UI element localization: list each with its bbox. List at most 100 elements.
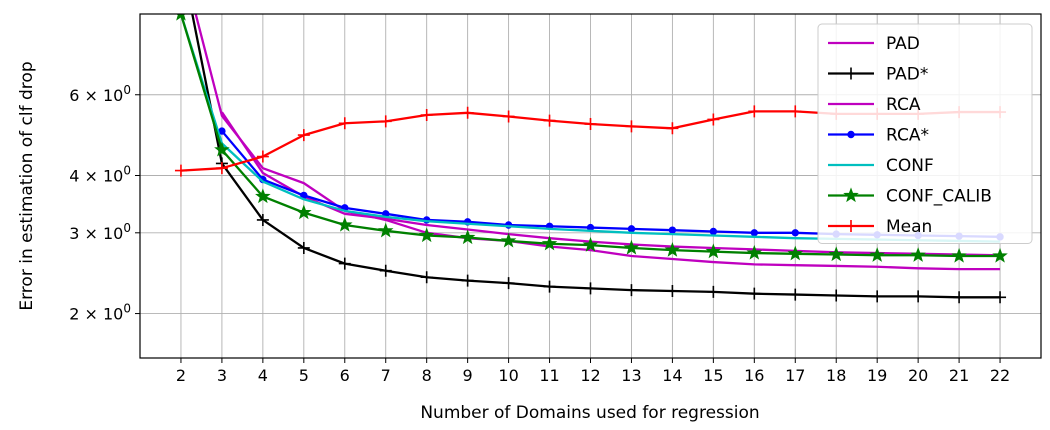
data-point bbox=[847, 130, 855, 139]
data-point bbox=[543, 114, 556, 127]
y-axis-label: Error in estimation of clf drop bbox=[17, 61, 37, 310]
data-point bbox=[843, 187, 859, 203]
data-point bbox=[910, 247, 926, 262]
data-point bbox=[666, 122, 679, 135]
data-point bbox=[459, 229, 476, 245]
data-point bbox=[750, 229, 759, 237]
x-tick-label: 19 bbox=[867, 366, 887, 385]
legend-label: CONF bbox=[886, 156, 934, 176]
x-tick-label: 12 bbox=[580, 366, 600, 385]
data-point bbox=[668, 226, 677, 234]
data-point bbox=[746, 244, 763, 260]
data-point bbox=[707, 285, 720, 298]
x-tick-label: 11 bbox=[539, 366, 559, 385]
data-point bbox=[625, 120, 638, 133]
data-point bbox=[709, 227, 718, 236]
legend-label: RCA* bbox=[886, 126, 929, 146]
data-point bbox=[664, 241, 681, 257]
data-point bbox=[627, 225, 636, 233]
data-point bbox=[791, 229, 799, 237]
x-tick-label: 4 bbox=[258, 366, 268, 385]
x-tick-label: 13 bbox=[621, 366, 641, 385]
y-tick-label: 6 × 100 bbox=[69, 83, 131, 105]
data-point bbox=[584, 282, 597, 295]
legend-label: PAD bbox=[886, 34, 920, 54]
legend-label: CONF_CALIB bbox=[886, 187, 992, 207]
legend-item: PAD* bbox=[828, 65, 928, 85]
data-point bbox=[992, 247, 1008, 263]
x-tick-label: 14 bbox=[662, 366, 682, 385]
legend-item: RCA* bbox=[828, 126, 929, 146]
legend-item: CONF_CALIB bbox=[828, 187, 992, 207]
data-point bbox=[256, 213, 269, 226]
y-axis-ticks: 2 × 100 3 × 100 4 × 100 6 × 100 bbox=[69, 83, 140, 324]
data-point bbox=[297, 129, 310, 142]
x-tick-label: 17 bbox=[785, 366, 805, 385]
x-axis-ticks: 2 3 4 5 6 7 8 9 10 11 12 13 14 15 16 17 18 19 20 21 22 bbox=[176, 358, 1010, 385]
x-tick-label: 5 bbox=[299, 366, 309, 385]
data-point bbox=[377, 222, 394, 238]
x-tick-label: 3 bbox=[217, 366, 227, 385]
data-point bbox=[338, 117, 351, 130]
x-tick-label: 15 bbox=[703, 366, 723, 385]
legend-label: RCA bbox=[886, 95, 921, 115]
legend-label: Mean bbox=[886, 217, 932, 237]
x-tick-label: 18 bbox=[826, 366, 846, 385]
data-point bbox=[705, 243, 722, 259]
data-point bbox=[461, 274, 474, 287]
data-point bbox=[707, 113, 720, 126]
data-point bbox=[541, 235, 558, 251]
x-axis-label: Number of Domains used for regression bbox=[420, 403, 759, 423]
data-point bbox=[994, 291, 1007, 304]
data-point bbox=[296, 204, 312, 220]
data-point bbox=[338, 257, 351, 270]
data-point bbox=[174, 164, 187, 177]
data-point bbox=[845, 67, 857, 80]
data-point bbox=[543, 280, 556, 293]
data-point bbox=[256, 150, 269, 163]
x-tick-label: 10 bbox=[498, 366, 518, 385]
data-point bbox=[214, 141, 230, 157]
data-point bbox=[787, 245, 804, 261]
data-point bbox=[789, 288, 802, 301]
y-tick-label: 2 × 100 bbox=[69, 302, 131, 324]
data-point bbox=[789, 105, 802, 118]
legend-item: Mean bbox=[828, 217, 932, 237]
legend-label: PAD* bbox=[886, 65, 928, 85]
legend: PAD PAD* RCA RCA* CONF CONF_CALIB Mean bbox=[817, 23, 1033, 244]
data-point bbox=[297, 241, 310, 254]
data-point bbox=[830, 289, 843, 302]
data-point bbox=[912, 290, 925, 303]
legend-item: PAD bbox=[828, 34, 920, 54]
data-point bbox=[379, 115, 392, 128]
data-point bbox=[869, 247, 885, 262]
data-point bbox=[215, 162, 228, 175]
data-point bbox=[748, 105, 761, 118]
series-pad bbox=[194, 14, 1001, 271]
series-line bbox=[194, 14, 1001, 271]
series-pad- bbox=[191, 14, 1007, 304]
data-point bbox=[337, 216, 353, 232]
legend-item: CONF bbox=[828, 156, 934, 176]
x-tick-label: 21 bbox=[949, 366, 969, 385]
data-point bbox=[418, 227, 435, 243]
data-point bbox=[828, 246, 844, 262]
x-tick-label: 16 bbox=[744, 366, 764, 385]
data-point bbox=[502, 110, 515, 123]
data-point bbox=[500, 232, 517, 248]
y-tick-label: 4 × 100 bbox=[69, 164, 131, 186]
data-point bbox=[623, 239, 640, 255]
data-point bbox=[461, 106, 474, 119]
data-point bbox=[584, 118, 597, 131]
data-point bbox=[176, 14, 186, 21]
data-point bbox=[666, 284, 679, 297]
data-point bbox=[845, 220, 857, 232]
y-tick-label: 3 × 100 bbox=[69, 221, 131, 243]
data-point bbox=[255, 188, 271, 204]
series-conf-calib bbox=[176, 14, 1008, 263]
data-point bbox=[420, 271, 433, 284]
data-point bbox=[379, 264, 392, 277]
data-point bbox=[420, 109, 433, 122]
legend-item: RCA bbox=[828, 95, 921, 115]
